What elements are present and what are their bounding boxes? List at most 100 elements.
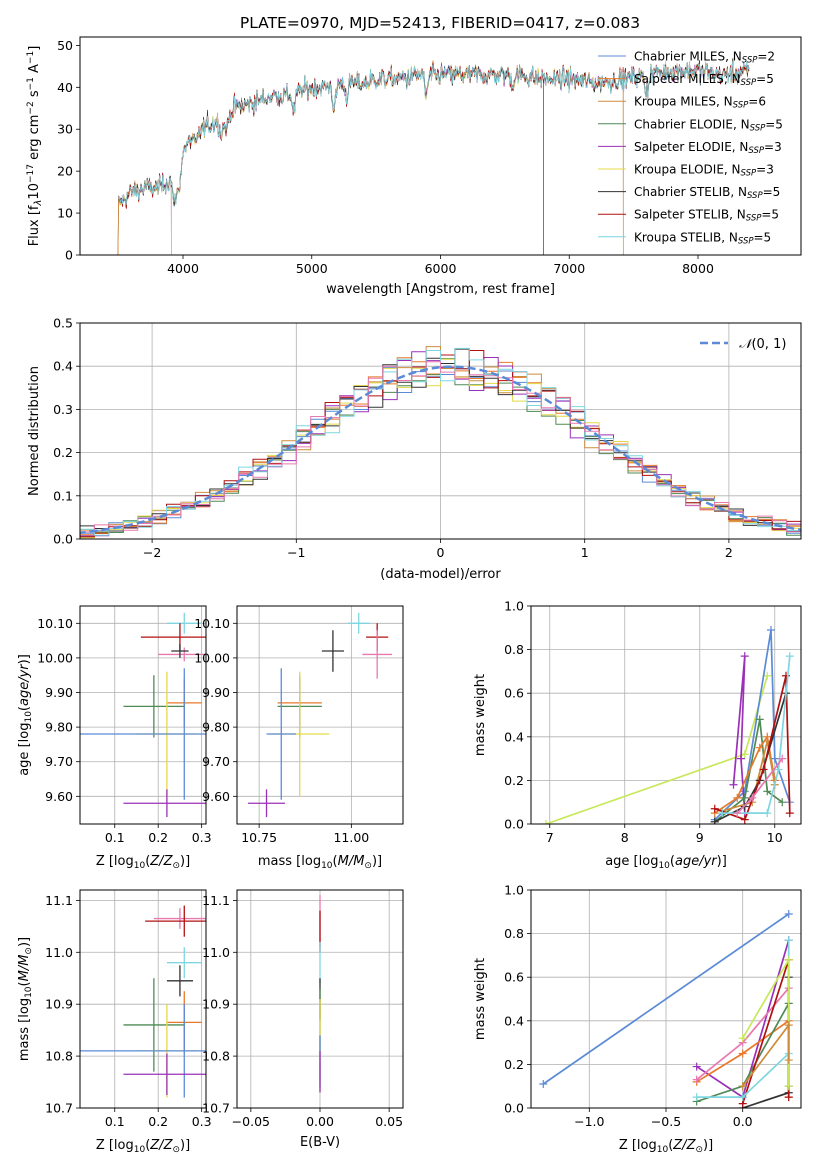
axes-frame — [530, 889, 802, 1109]
y-tick-label: 0.0 — [504, 817, 524, 832]
y-tick-label: 10.9 — [202, 997, 230, 1012]
legend-label: Chabrier STELIB, NSSP=5 — [634, 185, 780, 201]
y-tick-label: 10.00 — [37, 650, 73, 665]
y-tick-label: 1.0 — [504, 883, 524, 898]
weight-marker — [763, 671, 772, 680]
weight-marker — [738, 1093, 747, 1102]
panel-weight_vs_Z: −1.0 −0.5 0.0 0.0 0.2 0.4 0.6 0.8 1.0 mass weight… — [473, 883, 802, 1155]
legend-label: Kroupa STELIB, NSSP=5 — [634, 230, 771, 246]
weight-marker — [759, 765, 768, 774]
y-tick-label: 9.90 — [45, 685, 73, 700]
y-tick-label: 20 — [57, 164, 73, 179]
y-tick-label: 0.1 — [53, 488, 73, 503]
panel-mass_vs_ebv: −0.05 0.00 0.05 10.7 10.8 10.9 11.0 11.1 E(B-V) — [202, 889, 404, 1150]
weight-marker — [784, 1021, 793, 1030]
weight-marker — [755, 743, 764, 752]
weight-marker — [763, 809, 772, 818]
weight-line — [722, 740, 776, 812]
y-tick-label: 0 — [65, 248, 73, 263]
weight-marker — [784, 936, 793, 945]
y-tick-label: 9.80 — [45, 720, 73, 735]
x-tick-label: 1 — [581, 545, 589, 560]
plot-area-age_vs_mass — [248, 612, 392, 818]
y-tick-label: 40 — [57, 80, 73, 95]
x-tick-label: 0.3 — [192, 1114, 212, 1129]
x-axis-label: mass [log10(M/M⊙)] — [258, 854, 382, 871]
x-tick-label: 0.1 — [105, 1114, 125, 1129]
panel-age_vs_Z: 0.1 0.2 0.3 9.60 9.70 9.80 9.90 10.00 10.10 Z [lo… — [17, 605, 212, 871]
x-tick-label: 7 — [546, 830, 554, 845]
y-tick-label: 0.3 — [53, 402, 73, 417]
weight-marker — [542, 820, 550, 824]
x-tick-label: −2 — [143, 545, 161, 560]
weight-marker — [763, 787, 772, 796]
weight-marker — [778, 754, 787, 763]
axes-frame — [236, 889, 404, 1109]
x-axis-label: Z [log10(Z/Z⊙)] — [96, 1138, 190, 1155]
y-axis-label: mass weight — [473, 674, 488, 756]
plot-area-spectrum — [117, 58, 750, 255]
weight-marker — [784, 955, 793, 964]
weight-marker — [710, 804, 719, 813]
panel-mass_vs_Z: 0.1 0.2 0.3 10.7 10.8 10.9 11.0 11.1 Z [log10(Z/… — [17, 889, 212, 1155]
weight-marker — [784, 1056, 793, 1065]
weight-marker — [692, 1062, 701, 1071]
weight-marker — [784, 1093, 793, 1102]
y-tick-label: 0.5 — [53, 316, 73, 331]
y-tick-label: 0.2 — [504, 1057, 524, 1072]
weight-marker — [740, 750, 749, 759]
x-axis-label: E(B-V) — [300, 1135, 340, 1150]
weight-marker — [778, 798, 787, 807]
x-tick-label: 8 — [621, 830, 629, 845]
weight-marker — [755, 715, 764, 724]
y-tick-label: 9.70 — [202, 754, 230, 769]
y-axis-label: age [log10(age/yr)] — [17, 654, 34, 776]
y-tick-label: 9.90 — [202, 685, 230, 700]
y-tick-label: 0.2 — [53, 445, 73, 460]
y-tick-label: 0.6 — [504, 970, 524, 985]
plot-area-residuals — [80, 346, 801, 539]
y-tick-label: 9.60 — [202, 789, 230, 804]
panel-spectrum: 4000 5000 6000 7000 8000 0 10 20 30 40 50 wavelengt… — [26, 36, 802, 297]
weight-marker — [738, 1034, 747, 1043]
x-tick-label: 7000 — [553, 261, 585, 276]
x-axis-label: Z [log10(Z/Z⊙)] — [96, 854, 190, 871]
x-tick-label: 6000 — [425, 261, 457, 276]
weight-marker — [748, 793, 757, 802]
weight-marker — [784, 909, 793, 918]
weight-marker — [740, 652, 749, 661]
plots-layer: 4000 5000 6000 7000 800001020304050wavelengt… — [17, 36, 802, 1155]
x-axis-label: age [log10(age/yr)] — [605, 854, 727, 871]
axes-frame — [79, 605, 207, 825]
x-tick-label: −1.0 — [574, 1114, 604, 1129]
y-tick-label: 0.2 — [504, 773, 524, 788]
weight-marker — [784, 1082, 793, 1091]
y-axis-label: Normed distribution — [27, 366, 42, 496]
legend-label: Salpeter STELIB, NSSP=5 — [634, 208, 779, 224]
x-tick-label: −0.5 — [651, 1114, 681, 1129]
plot-area-weight_vs_Z — [539, 909, 793, 1108]
x-tick-label: 0 — [437, 545, 445, 560]
weight-line — [722, 656, 791, 814]
figure-title: PLATE=0970, MJD=52413, FIBERID=0417, z=0… — [240, 14, 640, 32]
legend-label: Salpeter MILES, NSSP=5 — [634, 72, 774, 88]
x-tick-label: −1 — [287, 545, 305, 560]
y-tick-label: 10.00 — [194, 650, 230, 665]
x-tick-label: 2 — [725, 545, 733, 560]
legend-label: Chabrier ELODIE, NSSP=5 — [634, 117, 783, 133]
weight-marker — [738, 1049, 747, 1058]
y-tick-label: 50 — [57, 38, 73, 53]
weight-marker — [785, 809, 794, 818]
spectrum-line — [118, 60, 750, 205]
plot-area-weight_vs_age — [542, 625, 794, 824]
y-tick-label: 9.70 — [45, 754, 73, 769]
y-tick-label: 10.7 — [45, 1101, 73, 1116]
weight-marker — [718, 809, 727, 818]
weight-marker — [710, 817, 719, 824]
y-tick-label: 10.10 — [37, 616, 73, 631]
y-tick-label: 10.7 — [202, 1101, 230, 1116]
y-tick-label: 10.8 — [45, 1049, 73, 1064]
y-tick-label: 0.4 — [53, 359, 73, 374]
weight-marker — [539, 1080, 548, 1089]
